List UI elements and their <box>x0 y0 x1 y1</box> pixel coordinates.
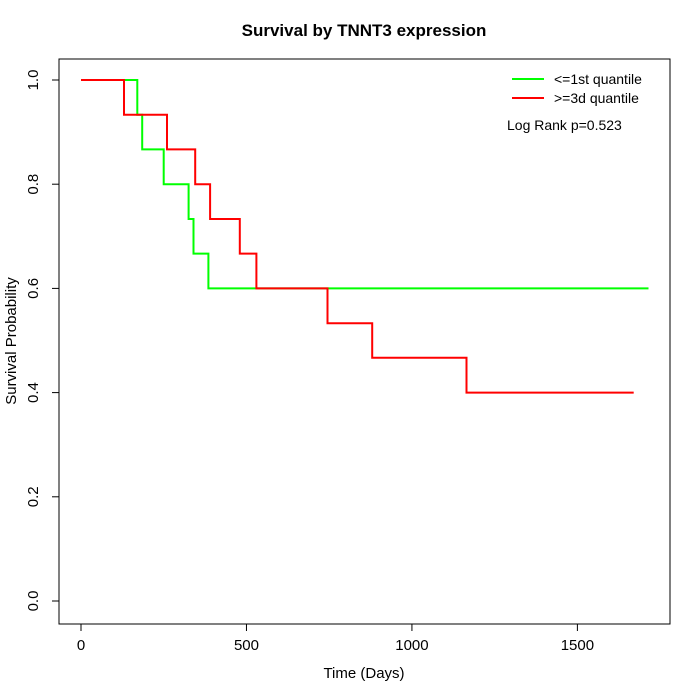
log-rank-annotation: Log Rank p=0.523 <box>507 117 622 133</box>
y-tick-label: 0.6 <box>25 278 42 299</box>
y-tick-label: 0.4 <box>25 382 42 403</box>
x-axis-title: Time (Days) <box>323 665 404 682</box>
x-tick-label: 0 <box>77 637 85 654</box>
legend-label-third-quantile: >=3d quantile <box>554 90 639 106</box>
x-tick-label: 500 <box>234 637 259 654</box>
legend-label-first-quantile: <=1st quantile <box>554 71 642 87</box>
x-tick-label: 1000 <box>395 637 428 654</box>
survival-curve-first-quantile <box>81 79 649 290</box>
y-tick-label: 0.0 <box>25 591 42 612</box>
y-tick-label: 0.2 <box>25 486 42 507</box>
survival-curve-third-quantile <box>81 79 634 394</box>
x-tick-label: 1500 <box>561 637 594 654</box>
chart-title: Survival by TNNT3 expression <box>242 21 487 40</box>
x-axis: 0 500 1000 1500 <box>77 624 594 654</box>
legend: <=1st quantile >=3d quantile Log Rank p=… <box>507 71 642 133</box>
y-tick-label: 1.0 <box>25 70 42 91</box>
survival-curves <box>81 79 649 394</box>
y-axis-title: Survival Probability <box>3 277 20 405</box>
plot-border-box <box>58 58 671 625</box>
y-tick-label: 0.8 <box>25 174 42 195</box>
y-axis: 0.0 0.2 0.4 0.6 0.8 1.0 <box>25 70 59 612</box>
